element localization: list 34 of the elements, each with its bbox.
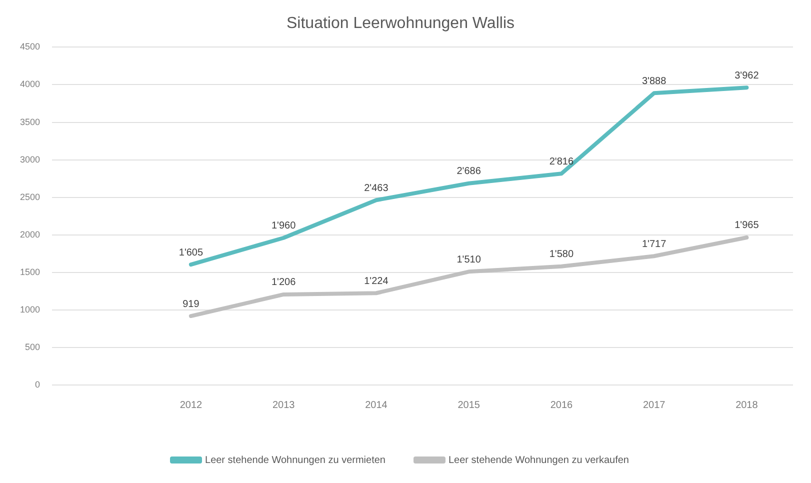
y-tick-label: 1000 — [20, 304, 40, 314]
y-tick-label: 3000 — [20, 154, 40, 164]
x-tick-label: 2016 — [550, 400, 574, 411]
y-tick-label: 1500 — [20, 266, 40, 277]
y-tick-label: 500 — [24, 342, 40, 352]
x-tick-label: 2017 — [642, 400, 666, 411]
y-tick-label: 4500 — [20, 42, 40, 52]
x-tick-label: 2012 — [180, 400, 203, 411]
data-label: 1'510 — [456, 254, 482, 266]
y-tick-label: 4000 — [20, 79, 40, 90]
x-tick-label: 2015 — [458, 400, 480, 411]
data-label: 1'206 — [272, 277, 296, 288]
y-tick-label: 2000 — [20, 229, 40, 240]
data-label: 2'463 — [364, 182, 389, 194]
x-tick-label: 2018 — [736, 400, 758, 411]
data-label: 1'224 — [364, 276, 389, 287]
chart-title: Situation Leerwohnungen Wallis — [286, 15, 514, 32]
data-label: 1'965 — [734, 220, 760, 232]
data-label: 1'580 — [549, 249, 574, 260]
data-label: 3'962 — [734, 70, 760, 82]
y-tick-label: 0 — [35, 379, 40, 390]
y-tick-label: 2500 — [20, 192, 40, 202]
y-tick-label: 3500 — [20, 116, 40, 127]
x-tick-label: 2014 — [365, 400, 388, 411]
data-label: 2'816 — [549, 156, 574, 168]
legend-label: Leer stehende Wohnungen zu verkaufen — [448, 454, 630, 466]
data-label: 1'960 — [272, 220, 296, 232]
data-label: 1'717 — [642, 238, 667, 250]
legend-label: Leer stehende Wohnungen zu vermieten — [205, 454, 386, 466]
data-label: 919 — [182, 298, 200, 310]
data-label: 1'605 — [178, 247, 204, 258]
x-tick-label: 2013 — [272, 400, 296, 411]
data-label: 2'686 — [456, 166, 482, 178]
data-label: 3'888 — [642, 76, 667, 87]
